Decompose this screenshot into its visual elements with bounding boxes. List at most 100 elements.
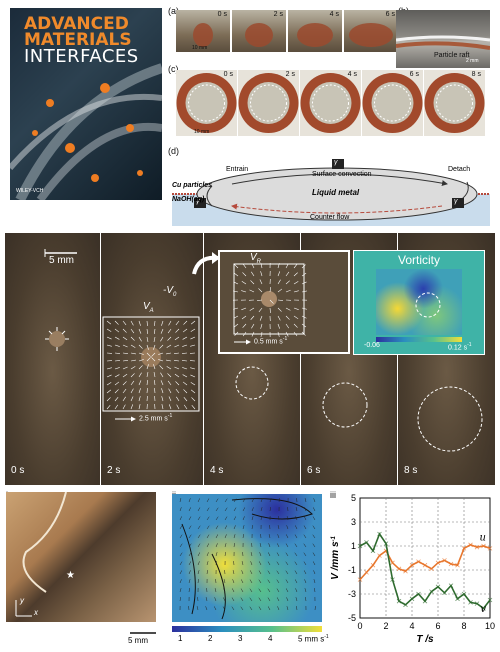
panel-c-scale: 10 mm	[194, 129, 210, 135]
velocity-vector	[269, 507, 271, 512]
data-point-u	[442, 558, 447, 563]
velocity-vector	[215, 552, 218, 557]
velocity-vector	[122, 373, 128, 378]
velocity-vector	[151, 357, 156, 362]
naoh-label: NaOH(aq)	[172, 196, 205, 203]
velocity-vector	[175, 381, 180, 386]
velocity-vector	[138, 396, 141, 402]
velocity-vector	[233, 290, 239, 293]
data-point-u	[422, 562, 428, 568]
velocity-vector	[242, 534, 244, 539]
velocity-vector	[277, 315, 281, 321]
panel-c-frame: 2 s	[238, 70, 299, 136]
velocity-vector	[138, 372, 142, 378]
vr-inset: VR 0.5 mm s-1	[218, 250, 350, 354]
panel-c-time: 0 s	[223, 71, 233, 78]
panel-c-time: 8 s	[471, 71, 481, 78]
velocity-vector	[138, 365, 143, 370]
velocity-vector	[214, 606, 217, 611]
data-point-v	[448, 583, 454, 588]
data-point-v	[481, 606, 486, 611]
velocity-vector	[259, 315, 263, 321]
velocity-vector	[303, 561, 307, 566]
velocity-vector	[190, 328, 196, 332]
velocity-vector	[151, 352, 156, 357]
velocity-vector	[130, 388, 134, 394]
data-point-v	[370, 548, 376, 554]
velocity-vector	[277, 263, 280, 269]
velocity-vector	[146, 372, 149, 378]
velocity-vector	[130, 373, 135, 378]
cover-publisher: WILEY-VCH	[16, 188, 44, 194]
data-point-u	[377, 553, 382, 558]
velocity-vector	[146, 380, 149, 386]
velocity-vector	[313, 570, 316, 575]
velocity-vector	[277, 307, 282, 312]
vorticity-title: Vorticity	[397, 253, 440, 267]
velocity-vector	[277, 606, 280, 611]
velocity-vector	[215, 561, 217, 566]
velocity-vector	[153, 336, 156, 342]
data-point-v	[468, 600, 473, 605]
velocity-vector	[205, 606, 208, 611]
velocity-vector	[269, 307, 271, 314]
velocity-vector	[241, 570, 244, 575]
velocity-vector	[304, 588, 307, 593]
data-point-u	[481, 543, 486, 549]
data-point-v	[474, 601, 480, 606]
velocity-vector	[114, 396, 119, 402]
velocity-vector	[190, 344, 196, 347]
velocity-vector	[269, 299, 274, 304]
velocity-vector	[182, 328, 188, 333]
velocity-vector	[138, 344, 143, 349]
velocity-vector	[301, 323, 307, 328]
velocity-vector	[249, 597, 253, 602]
velocity-vector	[260, 271, 263, 277]
time-label-1: 2 s	[107, 465, 121, 476]
velocity-vector	[294, 570, 298, 575]
velocity-vector	[303, 525, 307, 530]
velocity-vector	[233, 507, 237, 512]
velocity-vector	[278, 498, 280, 503]
velocity-vector	[250, 280, 255, 285]
velocity-vector	[166, 344, 172, 348]
velocity-vector	[130, 336, 135, 341]
panel-iii-label: iii	[330, 490, 336, 500]
svg-text:★: ★	[66, 570, 75, 581]
velocity-vector	[106, 336, 112, 340]
colorbar-tick: 1	[178, 634, 183, 643]
velocity-vector	[251, 271, 255, 277]
gamma-right: γ	[454, 198, 458, 205]
velocity-vector	[179, 561, 183, 566]
y-tick-label: -1	[348, 565, 356, 575]
velocity-vector	[182, 374, 188, 378]
velocity-vector	[130, 328, 135, 334]
data-point-v	[403, 602, 408, 608]
velocity-vector	[196, 606, 199, 611]
velocity-vector	[197, 579, 199, 584]
velocity-vector	[175, 328, 180, 333]
velocity-vector	[312, 552, 316, 557]
velocity-vector	[179, 498, 182, 503]
velocity-vector	[249, 588, 253, 593]
velocity-vector	[285, 331, 289, 337]
velocity-vector	[301, 272, 307, 277]
velocity-vector	[241, 579, 244, 584]
velocity-vector	[251, 331, 255, 337]
panel-a-label: (a)	[168, 6, 179, 16]
velocity-vector	[286, 534, 289, 539]
vorticity-inset: Vorticity -0.06 0.12 s-1	[353, 250, 485, 355]
velocity-vector	[215, 543, 218, 548]
velocity-vector	[233, 307, 239, 310]
x-tick-label: 4	[409, 621, 414, 631]
data-point-u	[474, 544, 480, 550]
velocity-vector	[233, 543, 235, 548]
panel-c-frame: 8 s	[424, 70, 485, 136]
data-point-u	[390, 560, 395, 566]
velocity-vector	[303, 552, 307, 557]
velocity-vector	[182, 381, 188, 386]
panel-a-frame: 6 s	[344, 10, 398, 52]
velocity-vector	[106, 397, 111, 402]
velocity-vector	[188, 552, 192, 557]
velocity-vector	[188, 561, 192, 566]
